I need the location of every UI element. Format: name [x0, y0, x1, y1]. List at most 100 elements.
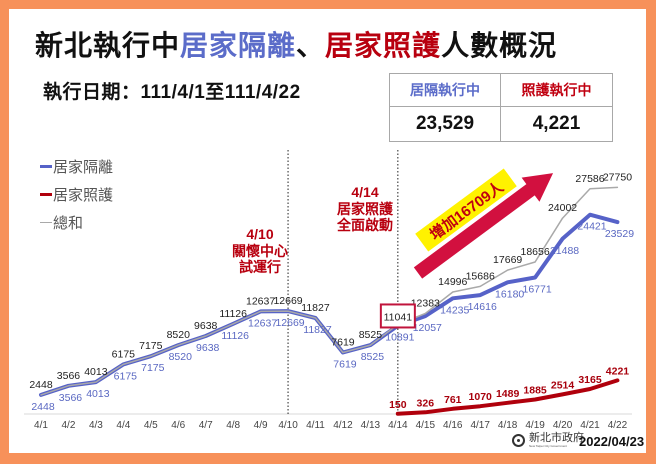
- publish-date: 2022/04/23: [579, 434, 645, 449]
- x-tick-label: 4/16: [443, 420, 463, 431]
- total-value-label: 24002: [548, 202, 577, 214]
- period-value: 111/4/1至111/4/22: [140, 82, 301, 103]
- x-tick-label: 4/20: [553, 420, 573, 431]
- annotation-4-10: 4/10 關懷中心 試運行: [232, 226, 288, 276]
- page-title: 新北執行中居家隔離、居家照護人數概況: [35, 24, 557, 64]
- legend-swatch-gray: [40, 221, 52, 223]
- isolation-value-label: 7175: [141, 362, 165, 374]
- care-value-label: 150: [389, 399, 407, 411]
- total-value-label: 18656: [520, 246, 549, 258]
- isolation-value-label: 12057: [413, 322, 442, 334]
- isolation-value-label: 3566: [59, 392, 83, 404]
- x-tick-label: 4/9: [254, 420, 268, 431]
- legend-item-isolation: 居家隔離: [40, 152, 113, 180]
- title-separator: 、: [296, 30, 326, 61]
- logo-text: 新北市政府 New Taipei City Government: [529, 432, 584, 448]
- isolation-value-label: 11126: [221, 330, 249, 342]
- highlight-box: [379, 303, 416, 329]
- isolation-value-label: 24421: [577, 221, 606, 233]
- total-line: [40, 186, 619, 396]
- total-value-label: 7619: [331, 337, 355, 349]
- x-tick-label: 4/1: [34, 420, 48, 431]
- isolation-value-label: 23529: [605, 228, 634, 240]
- care-value-label: 326: [417, 397, 435, 409]
- isolation-value-label: 6175: [114, 370, 138, 382]
- summary-value-care: 4,221: [532, 113, 581, 134]
- total-value-label: 12669: [273, 295, 302, 307]
- isolation-value-label: 11827: [303, 324, 332, 336]
- x-tick-label: 4/8: [226, 420, 240, 431]
- total-value-label: 4013: [84, 366, 108, 378]
- total-value-label: 3566: [57, 370, 81, 382]
- legend-item-care: 居家照護: [40, 180, 113, 208]
- period-label: 執行日期：: [43, 82, 141, 103]
- total-value-label: 6175: [112, 348, 136, 360]
- isolation-value-label: 2448: [31, 401, 55, 413]
- isolation-value-label: 7619: [333, 359, 357, 371]
- title-part1: 新北執行中: [35, 30, 181, 61]
- x-tick-label: 4/10: [278, 420, 298, 431]
- infographic-card: [9, 9, 646, 453]
- annotation-line: 居家照護: [337, 200, 393, 217]
- care-value-label: 1070: [469, 391, 493, 403]
- title-home-care: 居家照護: [325, 30, 442, 61]
- summary-header-isolation: 居隔執行中: [390, 74, 501, 107]
- x-tick-label: 4/2: [61, 420, 75, 431]
- total-value-label: 8520: [167, 329, 191, 341]
- total-value-label: 11126: [219, 308, 247, 320]
- isolation-value-label: 12669: [275, 317, 304, 329]
- x-tick-label: 4/5: [144, 420, 158, 431]
- title-part2: 人數概況: [441, 30, 558, 61]
- legend-label: 居家隔離: [53, 158, 114, 176]
- total-value-label: 12637: [246, 295, 275, 307]
- total-value-label: 14996: [438, 276, 467, 288]
- summary-header-care: 照護執行中: [501, 74, 612, 107]
- isolation-value-label: 8520: [169, 351, 193, 363]
- isolation-value-label: 8525: [361, 351, 385, 363]
- x-tick-label: 4/11: [306, 420, 325, 431]
- legend-swatch-red: [40, 192, 52, 196]
- increase-arrow-icon: [413, 173, 554, 279]
- isolation-value-label: 12637: [248, 317, 277, 329]
- summary-table: 居隔執行中 照護執行中 23,529 4,221: [389, 73, 613, 142]
- x-tick-label: 4/18: [498, 420, 518, 431]
- annotation-line: 全面啟動: [337, 217, 393, 233]
- annotation-date: 4/10: [246, 226, 274, 242]
- total-value-label: 2448: [29, 379, 53, 391]
- total-value-label: 7175: [139, 340, 163, 352]
- total-value-label: 27586: [575, 173, 604, 185]
- execution-period: 執行日期：111/4/1至111/4/22: [43, 77, 301, 104]
- annotation-date: 4/14: [351, 184, 379, 200]
- x-tick-label: 4/14: [388, 420, 408, 431]
- isolation-value-label: 4013: [86, 388, 110, 400]
- x-tick-label: 4/17: [470, 420, 490, 431]
- annotation-4-14: 4/14 居家照護 全面啟動: [337, 184, 393, 234]
- total-value-label: 11827: [301, 302, 330, 314]
- legend-item-total: 總和: [40, 208, 113, 236]
- x-tick-label: 4/3: [89, 420, 103, 431]
- x-tick-label: 4/13: [361, 420, 381, 431]
- care-value-label: 2514: [551, 379, 575, 391]
- highlight-box-value: 11041: [384, 311, 413, 323]
- total-value-label: 8525: [359, 329, 383, 341]
- title-isolation: 居家隔離: [180, 30, 297, 61]
- isolation-value-label: 10891: [385, 332, 414, 344]
- isolation-value-label: 14616: [468, 301, 497, 313]
- chart-legend: 居家隔離 居家照護 總和: [40, 152, 113, 236]
- x-tick-label: 4/15: [416, 420, 436, 431]
- legend-label: 總和: [53, 214, 84, 232]
- x-tick-label: 4/12: [333, 420, 353, 431]
- city-emblem-icon: [512, 433, 525, 447]
- total-value-label: 15686: [466, 270, 495, 282]
- x-tick-label: 4/7: [199, 420, 213, 431]
- isolation-value-label: 9638: [196, 342, 220, 354]
- care-value-label: 4221: [606, 365, 630, 377]
- total-value-label: 9638: [194, 320, 218, 332]
- arrow-shape: [413, 173, 554, 279]
- total-value-label: 12383: [411, 297, 440, 309]
- logo-sub-text: New Taipei City Government: [529, 444, 567, 448]
- summary-value-isolation: 23,529: [390, 107, 501, 141]
- care-value-label: 1489: [496, 388, 520, 400]
- isolation-value-label: 16180: [495, 288, 524, 300]
